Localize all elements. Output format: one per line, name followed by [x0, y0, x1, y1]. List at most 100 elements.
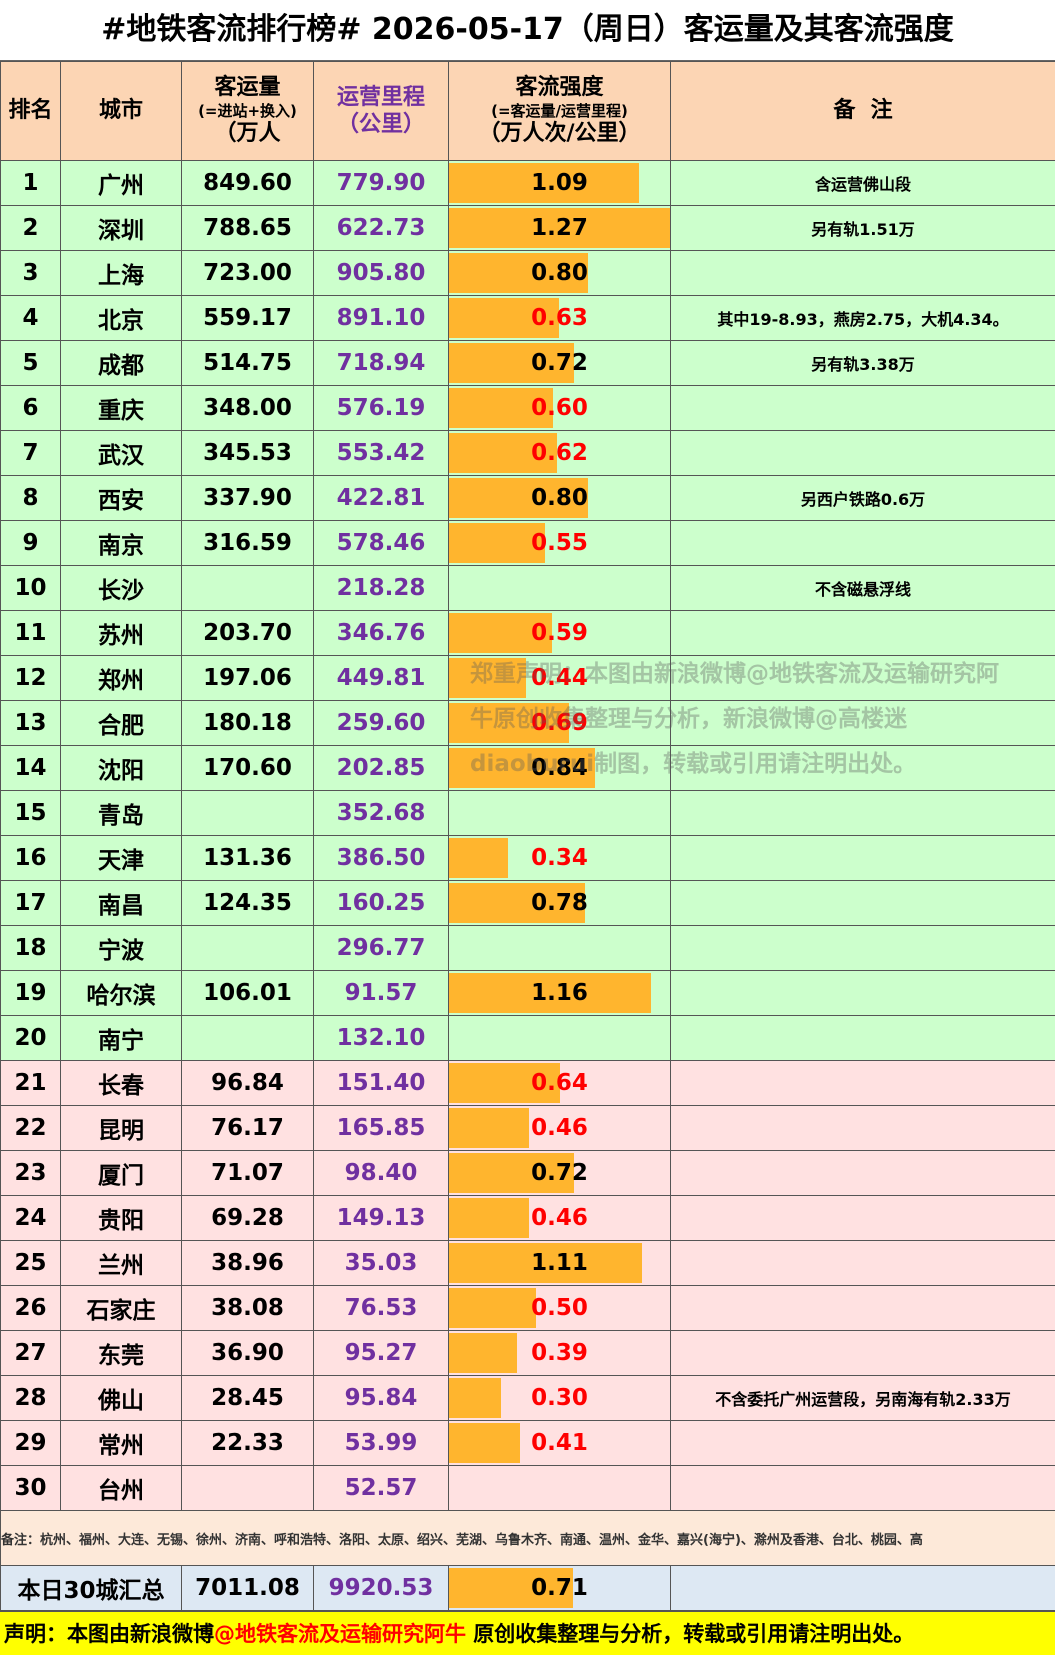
intensity-bar: [449, 1063, 561, 1103]
intensity-value: 0.39: [531, 1340, 588, 1366]
row: 30 台州 52.57: [0, 1465, 1055, 1511]
length: 578.46: [313, 520, 449, 566]
intensity-value: 0.84: [531, 755, 588, 781]
intensity-cell: [448, 1015, 671, 1061]
row: 10 长沙 218.28 不含磁悬浮线: [0, 565, 1055, 611]
length: 149.13: [313, 1195, 449, 1241]
length: 718.94: [313, 340, 449, 386]
intensity-cell: [448, 565, 671, 611]
intensity-cell: 1.09: [448, 160, 671, 206]
ridership: 38.96: [181, 1240, 314, 1286]
city: 兰州: [60, 1240, 182, 1286]
intensity-cell: 0.72: [448, 1150, 671, 1196]
intensity-value: 0.60: [531, 395, 588, 421]
city: 昆明: [60, 1105, 182, 1151]
ridership: 36.90: [181, 1330, 314, 1376]
rank: 16: [0, 835, 61, 881]
length: 95.84: [313, 1375, 449, 1421]
intensity-bar: [449, 973, 651, 1013]
intensity-cell: [448, 925, 671, 971]
intensity-cell: 0.80: [448, 475, 671, 521]
intensity-bar: [449, 253, 589, 293]
intensity-value: 1.11: [531, 1250, 588, 1276]
rank: 29: [0, 1420, 61, 1466]
rank: 19: [0, 970, 61, 1016]
row: 7 武汉 345.53 553.42 0.62: [0, 430, 1055, 476]
intensity-value: 0.64: [531, 1070, 588, 1096]
length: 151.40: [313, 1060, 449, 1106]
header-rank: 排名: [0, 61, 61, 161]
row: 26 石家庄 38.08 76.53 0.50: [0, 1285, 1055, 1331]
note: [670, 430, 1055, 476]
remark-row: 备注：杭州、福州、大连、无锡、徐州、济南、呼和浩特、洛阳、太原、绍兴、芜湖、乌鲁…: [0, 1510, 1055, 1566]
intensity-bar: [449, 1153, 575, 1193]
intensity-cell: 0.63: [448, 295, 671, 341]
note: [670, 520, 1055, 566]
rank: 22: [0, 1105, 61, 1151]
rank: 30: [0, 1465, 61, 1511]
intensity-bar: [449, 1568, 573, 1608]
row: 25 兰州 38.96 35.03 1.11: [0, 1240, 1055, 1286]
row: 1 广州 849.60 779.90 1.09 含运营佛山段: [0, 160, 1055, 206]
intensity-bar: [449, 748, 596, 788]
footer: 声明：本图由新浪微博@地铁客流及运输研究阿牛 原创收集整理与分析，转载或引用请注…: [0, 1611, 1055, 1655]
intensity-value: 0.30: [531, 1385, 588, 1411]
rank: 9: [0, 520, 61, 566]
header-ridership: 客运量 (=进站+换入) （万人: [181, 61, 314, 161]
intensity-value: 0.59: [531, 620, 588, 646]
city: 台州: [60, 1465, 182, 1511]
rank: 5: [0, 340, 61, 386]
city: 常州: [60, 1420, 182, 1466]
intensity-cell: 0.46: [448, 1195, 671, 1241]
intensity-value: 0.71: [531, 1575, 588, 1601]
length: 91.57: [313, 970, 449, 1016]
length: 259.60: [313, 700, 449, 746]
intensity-bar: [449, 298, 559, 338]
row: 15 青岛 352.68: [0, 790, 1055, 836]
length: 576.19: [313, 385, 449, 431]
rank: 4: [0, 295, 61, 341]
ridership: 788.65: [181, 205, 314, 251]
note: [670, 655, 1055, 701]
city: 武汉: [60, 430, 182, 476]
note: [670, 1105, 1055, 1151]
ridership: 180.18: [181, 700, 314, 746]
total-row: 本日30城汇总 7011.08 9920.53 0.71: [0, 1565, 1055, 1611]
note: [670, 610, 1055, 656]
row: 21 长春 96.84 151.40 0.64: [0, 1060, 1055, 1106]
city: 苏州: [60, 610, 182, 656]
note: [670, 1060, 1055, 1106]
intensity-value: 1.16: [531, 980, 588, 1006]
city: 佛山: [60, 1375, 182, 1421]
note: [670, 1240, 1055, 1286]
intensity-bar: [449, 478, 589, 518]
rank: 15: [0, 790, 61, 836]
city: 哈尔滨: [60, 970, 182, 1016]
city: 南京: [60, 520, 182, 566]
length: 779.90: [313, 160, 449, 206]
intensity-cell: 0.69: [448, 700, 671, 746]
intensity-value: 0.63: [531, 305, 588, 331]
row: 20 南宁 132.10: [0, 1015, 1055, 1061]
intensity-value: 0.50: [531, 1295, 588, 1321]
intensity-cell: 0.39: [448, 1330, 671, 1376]
row: 5 成都 514.75 718.94 0.72 另有轨3.38万: [0, 340, 1055, 386]
intensity-bar: [449, 1198, 530, 1238]
note: 不含磁悬浮线: [670, 565, 1055, 611]
ridership: 106.01: [181, 970, 314, 1016]
intensity-cell: 0.60: [448, 385, 671, 431]
ridership: [181, 790, 314, 836]
row: 23 厦门 71.07 98.40 0.72: [0, 1150, 1055, 1196]
intensity-value: 0.34: [531, 845, 588, 871]
city: 南昌: [60, 880, 182, 926]
city: 上海: [60, 250, 182, 296]
footer-account: @地铁客流及运输研究阿牛: [214, 1622, 466, 1646]
rank: 25: [0, 1240, 61, 1286]
ridership: 559.17: [181, 295, 314, 341]
ranking-table: 排名 城市 客运量 (=进站+换入) （万人 运营里程 （公里） 客流强度 (=客运量/…: [0, 61, 1055, 1611]
note: [670, 1195, 1055, 1241]
note: [670, 700, 1055, 746]
rank: 17: [0, 880, 61, 926]
intensity-cell: 0.71: [448, 1565, 671, 1611]
intensity-value: 0.72: [531, 1160, 588, 1186]
